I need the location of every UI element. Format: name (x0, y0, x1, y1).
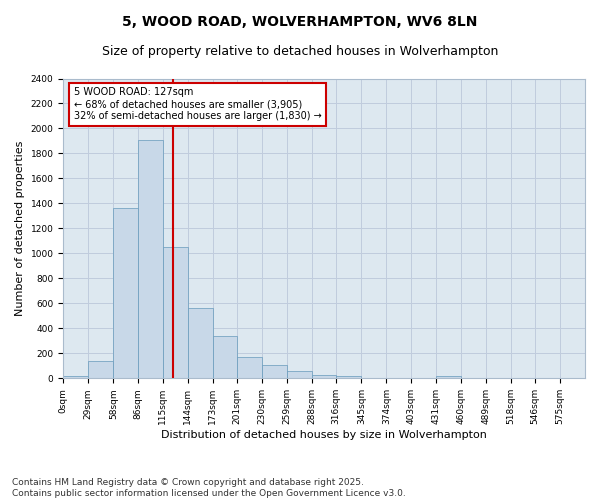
Text: Contains HM Land Registry data © Crown copyright and database right 2025.
Contai: Contains HM Land Registry data © Crown c… (12, 478, 406, 498)
Bar (312, 374, 336, 378)
Bar (336, 376, 361, 378)
Bar (262, 364, 287, 378)
Bar (213, 336, 237, 378)
Bar (137, 140, 163, 378)
Bar (237, 357, 262, 378)
Bar (188, 308, 213, 378)
Text: 5, WOOD ROAD, WOLVERHAMPTON, WV6 8LN: 5, WOOD ROAD, WOLVERHAMPTON, WV6 8LN (122, 15, 478, 29)
Text: Size of property relative to detached houses in Wolverhampton: Size of property relative to detached ho… (102, 45, 498, 58)
Bar (63, 376, 88, 378)
Bar (163, 246, 188, 378)
X-axis label: Distribution of detached houses by size in Wolverhampton: Distribution of detached houses by size … (161, 430, 487, 440)
Bar (113, 208, 137, 378)
Bar (88, 362, 113, 378)
Y-axis label: Number of detached properties: Number of detached properties (15, 140, 25, 316)
Bar (287, 371, 312, 378)
Bar (436, 376, 461, 378)
Text: 5 WOOD ROAD: 127sqm
← 68% of detached houses are smaller (3,905)
32% of semi-det: 5 WOOD ROAD: 127sqm ← 68% of detached ho… (74, 88, 322, 120)
